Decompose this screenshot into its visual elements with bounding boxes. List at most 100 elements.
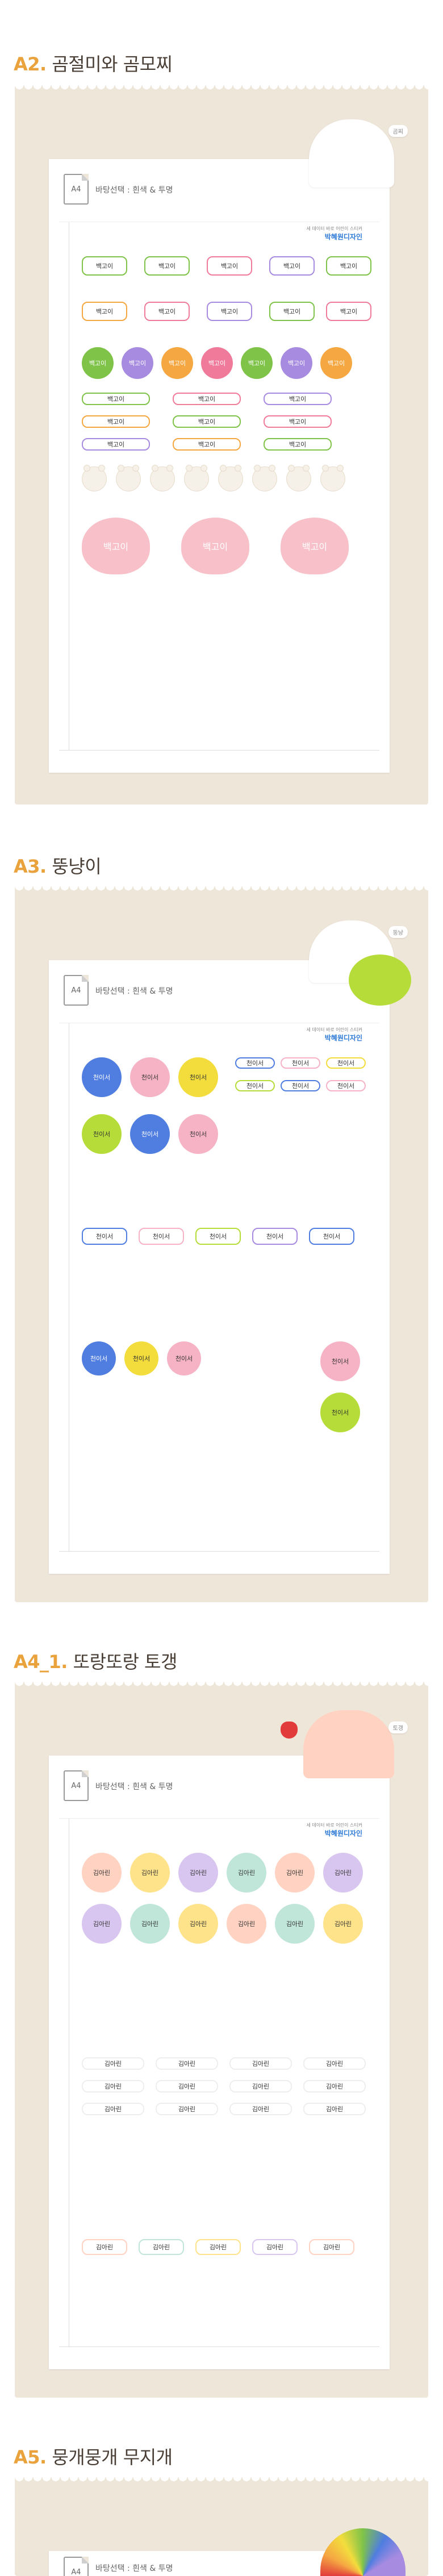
name-sticker: 백고이 xyxy=(144,302,190,321)
small-label-sticker: 김아린 xyxy=(229,2080,292,2093)
section-a4-1-panel: A4 바탕선택 : 흰색 & 투명 세 데이터 바로 어린이 스티커 박혜원디자… xyxy=(15,1682,428,2398)
a4-size-icon: A4 xyxy=(64,975,89,1006)
circle-sticker: 김아린 xyxy=(130,1904,170,1944)
section-a2-title: A2. 곰절미와 곰모찌 xyxy=(14,50,173,76)
name-sticker: 백고이 xyxy=(326,256,371,276)
small-label-sticker: 백고이 xyxy=(264,415,332,428)
sheet-brand: 박혜원디자인 xyxy=(324,1829,362,1837)
circle-sticker: 천이서 xyxy=(178,1114,218,1154)
strawberry-icon xyxy=(281,1721,298,1739)
scallop-edge xyxy=(15,886,428,894)
circle-sticker: 김아린 xyxy=(178,1853,218,1893)
small-label-sticker: 김아린 xyxy=(156,2080,218,2093)
ruler-bottom xyxy=(59,2346,379,2359)
circle-sticker: 백고이 xyxy=(201,347,233,379)
circle-sticker: 천이서 xyxy=(178,1057,218,1097)
circle-sticker: 백고이 xyxy=(161,347,193,379)
circle-sticker: 천이서 xyxy=(82,1057,122,1097)
bg-option-text: 바탕선택 : 흰색 & 투명 xyxy=(95,186,173,195)
sticker-sheet: 세 데이터 바로 어린이 스티커 박혜원디자인 천이서 천이서 천이서 천이서 … xyxy=(59,1023,379,1552)
circle-sticker: 김아린 xyxy=(82,1853,122,1893)
bunny-mascot xyxy=(303,1710,394,1778)
name-sticker: 백고이 xyxy=(144,256,190,276)
name-sticker: 김아린 xyxy=(252,2239,298,2255)
circle-sticker: 김아린 xyxy=(275,1853,315,1893)
section-code: A5. xyxy=(14,2446,47,2468)
section-a3-title: A3. 뚱냥이 xyxy=(14,852,102,878)
heart-sticker: 백고이 xyxy=(181,518,249,574)
circle-sticker: 백고이 xyxy=(241,347,273,379)
name-sticker: 김아린 xyxy=(139,2239,184,2255)
a4-size-icon: A4 xyxy=(64,2557,89,2576)
name-sticker: 천이서 xyxy=(139,1228,184,1245)
ruler-left xyxy=(59,1023,69,1551)
sheet-header-small: 세 데이터 바로 어린이 스티커 xyxy=(306,1823,363,1828)
sheet-brand: 박혜원디자인 xyxy=(324,233,362,241)
small-label-sticker: 천이서 xyxy=(235,1057,275,1069)
name-sticker: 백고이 xyxy=(269,256,315,276)
circle-sticker: 천이서 xyxy=(124,1341,158,1375)
circle-sticker: 천이서 xyxy=(130,1114,170,1154)
section-name: 곰절미와 곰모찌 xyxy=(46,53,173,75)
section-a5-title: A5. 뭉개뭉개 무지개 xyxy=(14,2443,173,2469)
small-label-sticker: 천이서 xyxy=(281,1057,320,1069)
heart-sticker: 백고이 xyxy=(82,518,150,574)
circle-sticker: 백고이 xyxy=(320,347,352,379)
small-label-sticker: 백고이 xyxy=(82,438,150,451)
section-a5-panel: A4 바탕선택 : 흰색 & 투명 xyxy=(15,2477,428,2576)
bear-icon xyxy=(320,465,345,491)
sheet-header: 세 데이터 바로 어린이 스티커 박혜원디자인 xyxy=(307,1027,363,1043)
circle-sticker: 김아린 xyxy=(227,1904,266,1944)
bg-option-text: 바탕선택 : 흰색 & 투명 xyxy=(95,2564,173,2573)
small-label-sticker: 김아린 xyxy=(82,2057,144,2070)
bear-icon xyxy=(184,465,209,491)
small-label-sticker: 김아린 xyxy=(229,2103,292,2115)
bear-icon xyxy=(286,465,311,491)
small-label-sticker: 백고이 xyxy=(264,438,332,451)
small-label-sticker: 김아린 xyxy=(82,2080,144,2093)
sheet-brand: 박혜원디자인 xyxy=(324,1034,362,1042)
section-a2-panel: A4 바탕선택 : 흰색 & 투명 세 데이터 바로 어린이 스티커 박혜원디자… xyxy=(15,85,428,805)
sheet-header-small: 세 데이터 바로 어린이 스티커 xyxy=(306,1027,363,1032)
circle-sticker: 김아린 xyxy=(178,1904,218,1944)
circle-sticker: 천이서 xyxy=(320,1341,360,1381)
circle-sticker: 천이서 xyxy=(82,1114,122,1154)
heart-sticker: 백고이 xyxy=(281,518,349,574)
section-a4-1-title: A4_1. 또랑또랑 토갱 xyxy=(14,1648,177,1674)
section-name: 또랑또랑 토갱 xyxy=(67,1651,178,1673)
section-name: 뚱냥이 xyxy=(46,856,102,877)
a4-label: A4 xyxy=(71,986,81,995)
small-label-sticker: 백고이 xyxy=(82,415,150,428)
ruler-bottom xyxy=(59,750,379,762)
name-sticker: 백고이 xyxy=(82,256,127,276)
circle-sticker: 천이서 xyxy=(320,1393,360,1432)
mascot-tag: 토갱 xyxy=(388,1721,408,1733)
name-sticker: 김아린 xyxy=(82,2239,127,2255)
name-sticker: 백고이 xyxy=(207,302,252,321)
name-sticker: 백고이 xyxy=(326,302,371,321)
small-label-sticker: 백고이 xyxy=(173,438,241,451)
sticker-sheet: 세 데이터 바로 어린이 스티커 박혜원디자인 김아린 김아린 김아린 김아린 … xyxy=(59,1818,379,2347)
section-code: A3. xyxy=(14,856,47,877)
a4-size-icon: A4 xyxy=(64,1770,89,1801)
small-label-sticker: 백고이 xyxy=(173,393,241,405)
small-label-sticker: 김아린 xyxy=(303,2057,366,2070)
circle-sticker: 천이서 xyxy=(82,1341,116,1375)
section-name: 뭉개뭉개 무지개 xyxy=(46,2446,173,2468)
bear-icon xyxy=(116,465,141,491)
a4-size-icon: A4 xyxy=(64,174,89,205)
small-label-sticker: 천이서 xyxy=(326,1080,366,1091)
sheet-header: 세 데이터 바로 어린이 스티커 박혜원디자인 xyxy=(307,1822,363,1838)
ruler-bottom xyxy=(59,1551,379,1564)
small-label-sticker: 김아린 xyxy=(156,2057,218,2070)
circle-sticker: 백고이 xyxy=(281,347,312,379)
small-label-sticker: 천이서 xyxy=(235,1080,275,1091)
circle-sticker: 김아린 xyxy=(82,1904,122,1944)
circle-sticker: 천이서 xyxy=(130,1057,170,1097)
name-sticker: 김아린 xyxy=(195,2239,241,2255)
ruler-left xyxy=(59,1819,69,2346)
sheet-header-small: 세 데이터 바로 어린이 스티커 xyxy=(306,226,363,231)
bear-icon xyxy=(218,465,243,491)
circle-sticker: 김아린 xyxy=(227,1853,266,1893)
bear-icon xyxy=(150,465,175,491)
